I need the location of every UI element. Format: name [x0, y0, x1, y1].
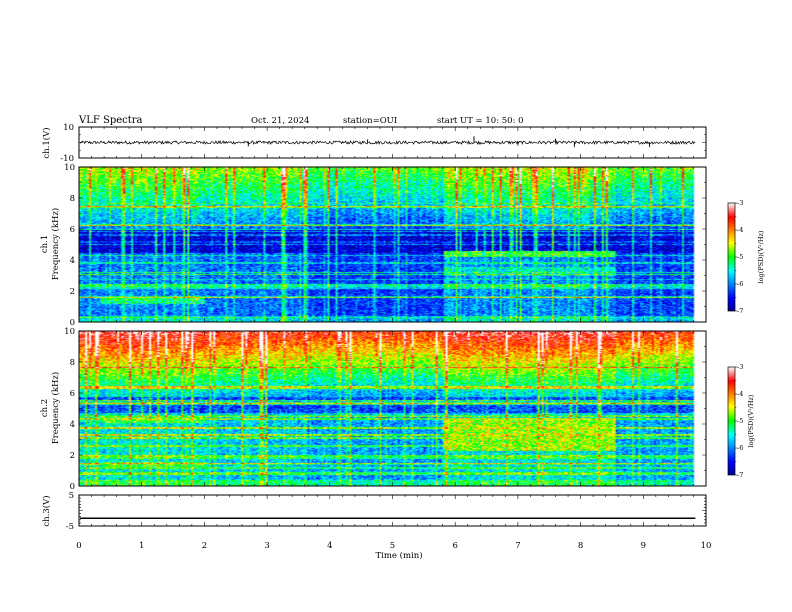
ch1-colorbar-tick-marks	[735, 202, 738, 312]
ch1-colorbar-tick-m6: -6	[737, 280, 743, 288]
ch1-tick-marks	[78, 126, 707, 159]
ch1-colorbar-ticks	[735, 202, 738, 312]
xtick-6: 6	[452, 541, 457, 551]
ch2-colorbar-tick-m5: -5	[737, 417, 743, 425]
ch2-spectrogram-axis-ticks	[78, 330, 707, 487]
ch1-colorbar-tick-m5: -5	[737, 253, 743, 261]
ch1-ytick-bottom: -10	[60, 154, 74, 164]
ch2-spec-ytick-0: 0	[70, 482, 75, 492]
ch1-colorbar	[727, 202, 736, 312]
ch2-colorbar-tick-m3: -3	[737, 363, 743, 371]
xtick-8: 8	[578, 541, 583, 551]
ch1-spec-ytick-4: 4	[70, 256, 75, 266]
x-tick-labels: 0 1 2 3 4 5 6 7 8 9 10	[76, 541, 711, 551]
ch2-colorbar-tick-m4: -4	[737, 390, 743, 398]
ch1-spec-ytick-6: 6	[70, 225, 75, 235]
xtick-1: 1	[139, 541, 144, 551]
ch1-waveform-ylabel: ch.1(V)	[41, 127, 52, 158]
x-axis-label: Time (min)	[375, 550, 422, 561]
ch1-spec-ytick-10: 10	[64, 163, 75, 173]
figure-title: VLF Spectra	[78, 115, 143, 126]
ch1-spec-ylabel-frequency: Frequency (kHz)	[50, 208, 61, 280]
ch2-spec-ytick-10: 10	[64, 327, 75, 337]
ch1-spectrogram-panel: 10 8 6 4 2 0 ch.1 Frequency (kHz) -3 -4 …	[40, 163, 765, 328]
ch1-axis-ticks	[78, 126, 707, 159]
ch1-waveform-trace	[79, 136, 696, 148]
xtick-5: 5	[390, 541, 395, 551]
ch2-colorbar-tick-m6: -6	[737, 444, 743, 452]
ch1-colorbar-tick-m4: -4	[737, 226, 743, 234]
ch3-tick-marks	[78, 494, 707, 527]
ch2-colorbar	[727, 366, 736, 476]
xtick-7: 7	[515, 541, 520, 551]
ch2-spec-ytick-4: 4	[70, 420, 75, 430]
ch2-colorbar-tick-m7: -7	[737, 471, 743, 479]
ch1-colorbar-tick-m3: -3	[737, 199, 743, 207]
ch3-ytick-bottom: -5	[66, 522, 74, 532]
ch1-waveform-panel: 10 -10 ch.1(V)	[41, 123, 707, 164]
ch1-spec-ytick-8: 8	[70, 194, 75, 204]
start-ut-label: start UT = 10: 50: 0	[437, 116, 524, 126]
xtick-10: 10	[701, 541, 712, 551]
ch2-spec-ytick-8: 8	[70, 358, 75, 368]
station-label: station=OUI	[343, 116, 397, 126]
xtick-2: 2	[202, 541, 207, 551]
ch1-spectrogram-image	[79, 167, 706, 322]
date-label: Oct. 21, 2024	[251, 116, 309, 126]
ch3-ytick-top: 5	[69, 491, 74, 501]
xtick-4: 4	[327, 541, 332, 551]
ch1-spec-ytick-0: 0	[70, 318, 75, 328]
ch2-colorbar-tick-marks	[735, 366, 738, 476]
ch3-waveform-panel: 5 -5 ch.3(V) 0 1 2 3 4 5 6 7 8 9 10 Time…	[41, 491, 711, 561]
xtick-9: 9	[641, 541, 646, 551]
xtick-0: 0	[76, 541, 81, 551]
ch2-spectrogram-image	[79, 331, 706, 486]
ch2-spec-tick-marks	[78, 330, 707, 487]
ch2-spec-ytick-6: 6	[70, 389, 75, 399]
ch2-spec-ytick-2: 2	[70, 451, 75, 461]
ch1-spec-tick-marks	[78, 166, 707, 323]
ch1-ytick-top: 10	[63, 123, 74, 133]
ch1-colorbar-tick-m7: -7	[737, 307, 743, 315]
ch1-spec-ylabel: ch.1	[40, 235, 50, 253]
ch2-spectrogram-panel: 10 8 6 4 2 0 ch.2 Frequency (kHz) -3 -4 …	[40, 327, 755, 492]
ch3-waveform-ylabel: ch.3(V)	[41, 495, 52, 526]
xtick-3: 3	[264, 541, 269, 551]
ch2-colorbar-ticks	[735, 366, 738, 476]
ch1-spectrogram-axis-ticks	[78, 166, 707, 323]
ch2-colorbar-label: log(PSD)(V²/Hz)	[747, 394, 755, 447]
ch3-axis-ticks	[78, 494, 707, 527]
ch1-colorbar-label: log(PSD)(V²/Hz)	[757, 230, 765, 283]
ch1-waveform-line	[79, 139, 696, 146]
ch2-spec-ylabel-frequency: Frequency (kHz)	[50, 372, 61, 444]
ch2-spec-ylabel: ch.2	[40, 399, 50, 417]
ch1-spec-ytick-2: 2	[70, 287, 75, 297]
